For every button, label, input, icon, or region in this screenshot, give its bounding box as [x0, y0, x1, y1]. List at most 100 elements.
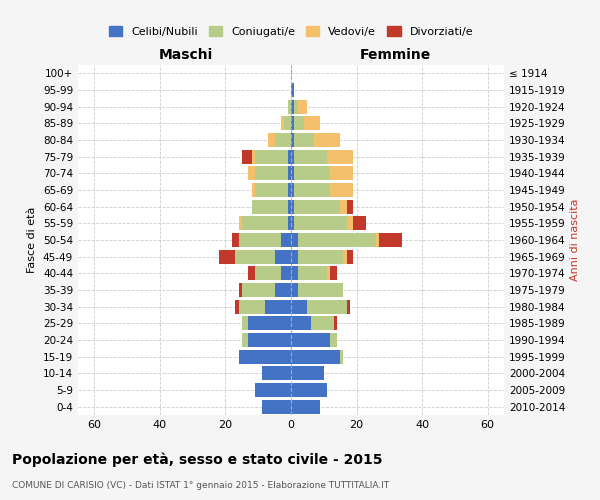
Bar [255, 150, 288, 164]
Bar [291, 283, 298, 297]
Bar [291, 183, 294, 197]
Bar [255, 183, 288, 197]
Bar [219, 250, 235, 264]
Bar [298, 250, 343, 264]
Bar [291, 350, 340, 364]
Bar [235, 300, 239, 314]
Bar [340, 200, 347, 214]
Bar [275, 250, 291, 264]
Text: COMUNE DI CARISIO (VC) - Dati ISTAT 1° gennaio 2015 - Elaborazione TUTTITALIA.IT: COMUNE DI CARISIO (VC) - Dati ISTAT 1° g… [12, 481, 389, 490]
Bar [327, 150, 353, 164]
Bar [235, 250, 275, 264]
Bar [291, 333, 331, 347]
Bar [242, 150, 251, 164]
Bar [291, 300, 307, 314]
Bar [291, 100, 294, 114]
Bar [242, 216, 288, 230]
Bar [331, 333, 337, 347]
Bar [331, 266, 337, 280]
Bar [331, 183, 353, 197]
Bar [242, 283, 275, 297]
Bar [288, 166, 291, 180]
Bar [239, 283, 242, 297]
Bar [251, 200, 288, 214]
Bar [239, 233, 281, 247]
Legend: Celibi/Nubili, Coniugati/e, Vedovi/e, Divorziati/e: Celibi/Nubili, Coniugati/e, Vedovi/e, Di… [104, 22, 478, 41]
Bar [248, 316, 291, 330]
Bar [294, 200, 340, 214]
Bar [294, 216, 347, 230]
Bar [291, 216, 294, 230]
Bar [248, 333, 291, 347]
Bar [353, 216, 367, 230]
Bar [347, 216, 353, 230]
Bar [281, 116, 284, 130]
Bar [242, 333, 248, 347]
Bar [288, 200, 291, 214]
Bar [251, 183, 255, 197]
Bar [294, 116, 304, 130]
Bar [268, 133, 275, 147]
Bar [291, 383, 327, 397]
Bar [239, 216, 242, 230]
Bar [239, 300, 265, 314]
Bar [291, 83, 294, 97]
Bar [255, 383, 291, 397]
Bar [291, 116, 294, 130]
Bar [291, 150, 294, 164]
Bar [255, 266, 281, 280]
Bar [265, 300, 291, 314]
Bar [327, 266, 331, 280]
Bar [291, 233, 298, 247]
Bar [311, 316, 334, 330]
Bar [262, 400, 291, 413]
Bar [343, 250, 347, 264]
Bar [376, 233, 379, 247]
Bar [304, 116, 320, 130]
Text: Maschi: Maschi [159, 48, 213, 62]
Bar [291, 316, 311, 330]
Bar [248, 166, 255, 180]
Bar [291, 366, 324, 380]
Bar [298, 233, 376, 247]
Bar [275, 283, 291, 297]
Bar [291, 266, 298, 280]
Bar [284, 116, 291, 130]
Text: Popolazione per età, sesso e stato civile - 2015: Popolazione per età, sesso e stato civil… [12, 452, 383, 467]
Bar [298, 283, 343, 297]
Bar [288, 183, 291, 197]
Bar [307, 300, 347, 314]
Bar [379, 233, 403, 247]
Bar [347, 300, 350, 314]
Bar [262, 366, 291, 380]
Bar [281, 233, 291, 247]
Bar [291, 166, 294, 180]
Bar [294, 100, 298, 114]
Bar [340, 350, 343, 364]
Bar [281, 266, 291, 280]
Bar [294, 166, 331, 180]
Bar [288, 150, 291, 164]
Bar [334, 316, 337, 330]
Bar [288, 100, 291, 114]
Bar [298, 100, 307, 114]
Bar [291, 200, 294, 214]
Bar [331, 166, 353, 180]
Bar [239, 350, 291, 364]
Text: Femmine: Femmine [360, 48, 431, 62]
Bar [347, 250, 353, 264]
Bar [255, 166, 288, 180]
Bar [294, 183, 331, 197]
Bar [294, 150, 327, 164]
Y-axis label: Fasce di età: Fasce di età [28, 207, 37, 273]
Y-axis label: Anni di nascita: Anni di nascita [570, 198, 580, 281]
Bar [291, 250, 298, 264]
Bar [298, 266, 327, 280]
Bar [291, 133, 294, 147]
Bar [248, 266, 255, 280]
Bar [288, 216, 291, 230]
Bar [294, 133, 314, 147]
Bar [314, 133, 340, 147]
Bar [232, 233, 239, 247]
Bar [251, 150, 255, 164]
